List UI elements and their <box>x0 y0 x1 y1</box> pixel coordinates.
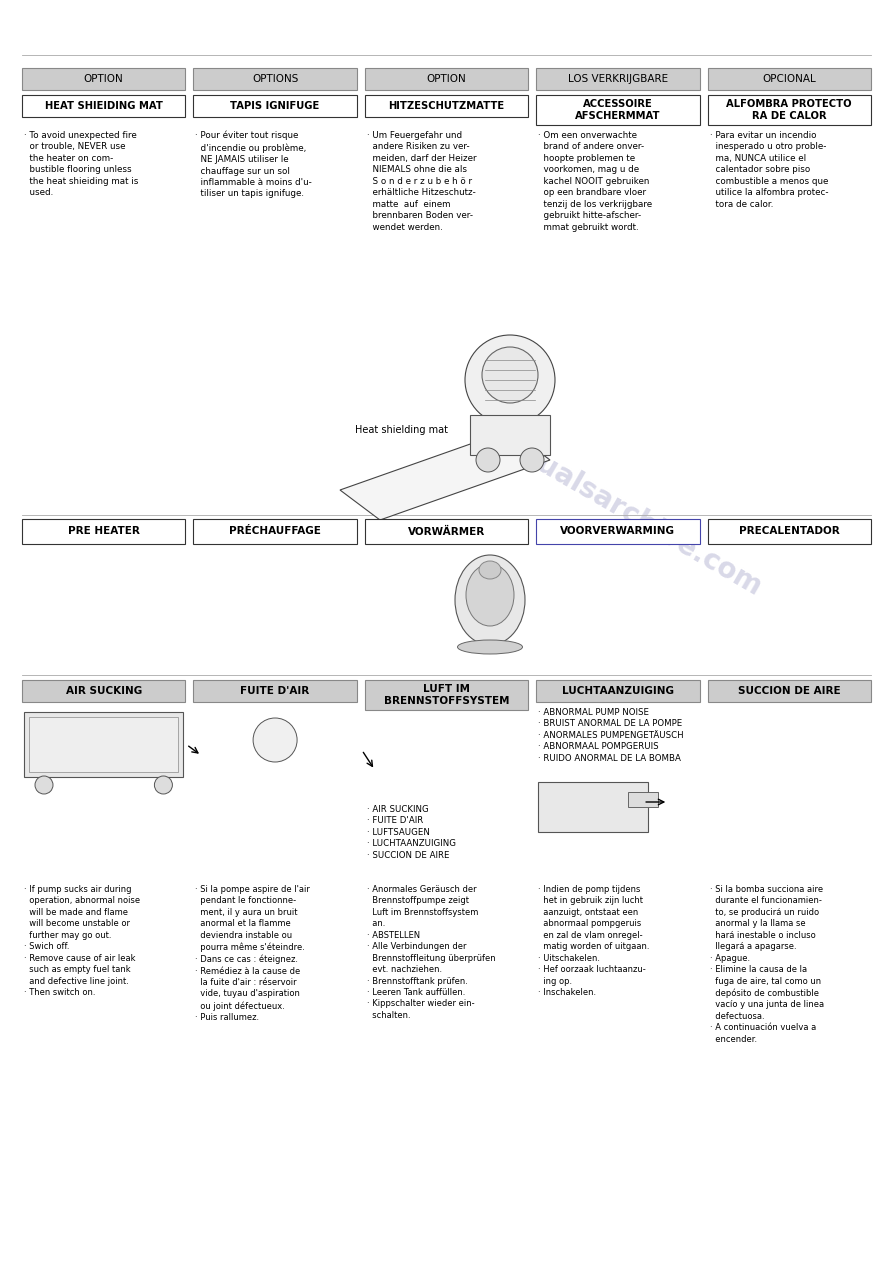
Text: LOS VERKRIJGBARE: LOS VERKRIJGBARE <box>568 75 668 85</box>
Bar <box>536 679 699 702</box>
Text: · ABNORMAL PUMP NOISE
· BRUIST ANORMAL DE LA POMPE
· ANORMALES PUMPENGETÄUSCH
· : · ABNORMAL PUMP NOISE · BRUIST ANORMAL D… <box>538 709 684 763</box>
Text: FUITE D'AIR: FUITE D'AIR <box>240 686 310 696</box>
Bar <box>628 792 658 807</box>
Text: manualsarchive.com: manualsarchive.com <box>473 417 767 602</box>
Text: OPCIONAL: OPCIONAL <box>763 75 816 85</box>
Text: VORWÄRMER: VORWÄRMER <box>408 527 485 537</box>
Text: · Si la pompe aspire de l'air
  pendant le fonctionne-
  ment, il y aura un brui: · Si la pompe aspire de l'air pendant le… <box>196 885 310 1022</box>
Bar <box>22 68 186 90</box>
Bar <box>194 679 357 702</box>
Bar <box>536 68 699 90</box>
Bar <box>707 679 871 702</box>
Bar <box>536 519 699 544</box>
Bar <box>470 416 550 455</box>
Text: AIR SUCKING: AIR SUCKING <box>65 686 142 696</box>
Text: · Pour éviter tout risque
  d'incendie ou problème,
  NE JAMAIS utiliser le
  ch: · Pour éviter tout risque d'incendie ou … <box>196 131 313 198</box>
Bar <box>365 679 528 710</box>
Bar <box>22 679 186 702</box>
Text: · Um Feuergefahr und
  andere Risiken zu ver-
  meiden, darf der Heizer
  NIEMAL: · Um Feuergefahr und andere Risiken zu v… <box>367 131 477 231</box>
Text: · To avoid unexpected fire
  or trouble, NEVER use
  the heater on com-
  bustib: · To avoid unexpected fire or trouble, N… <box>24 131 138 197</box>
Bar <box>536 95 699 125</box>
Text: PRE HEATER: PRE HEATER <box>68 527 139 537</box>
Ellipse shape <box>479 561 501 578</box>
Text: LUFT IM
BRENNSTOFFSYSTEM: LUFT IM BRENNSTOFFSYSTEM <box>384 685 509 706</box>
Circle shape <box>253 717 297 762</box>
Circle shape <box>476 448 500 472</box>
Ellipse shape <box>457 640 522 654</box>
Circle shape <box>465 335 555 426</box>
Bar <box>707 95 871 125</box>
Ellipse shape <box>455 554 525 645</box>
Text: · Anormales Geräusch der
  Brennstoffpumpe zeigt
  Luft im Brennstoffsystem
  an: · Anormales Geräusch der Brennstoffpumpe… <box>367 885 496 1021</box>
Text: OPTIONS: OPTIONS <box>252 75 298 85</box>
Bar <box>365 519 528 544</box>
Bar <box>538 782 648 832</box>
Bar <box>365 68 528 90</box>
Bar <box>194 95 357 117</box>
Text: PRÉCHAUFFAGE: PRÉCHAUFFAGE <box>230 527 321 537</box>
Bar <box>707 519 871 544</box>
Text: ACCESSOIRE
AFSCHERMMAT: ACCESSOIRE AFSCHERMMAT <box>575 100 661 121</box>
Bar <box>24 712 183 777</box>
Bar <box>194 68 357 90</box>
Bar <box>29 717 179 772</box>
Text: OPTION: OPTION <box>84 75 123 85</box>
Text: · Indien de pomp tijdens
  het in gebruik zijn lucht
  aanzuigt, ontstaat een
  : · Indien de pomp tijdens het in gebruik … <box>538 885 650 997</box>
Text: TAPIS IGNIFUGE: TAPIS IGNIFUGE <box>230 101 320 111</box>
Bar <box>22 95 186 117</box>
Bar <box>707 68 871 90</box>
Text: ALFOMBRA PROTECTO
RA DE CALOR: ALFOMBRA PROTECTO RA DE CALOR <box>727 100 852 121</box>
Text: PRECALENTADOR: PRECALENTADOR <box>739 527 839 537</box>
Circle shape <box>482 347 538 403</box>
Text: · Para evitar un incendio
  inesperado u otro proble-
  ma, NUNCA utilice el
  c: · Para evitar un incendio inesperado u o… <box>710 131 828 208</box>
Bar <box>194 519 357 544</box>
Text: OPTION: OPTION <box>427 75 466 85</box>
Text: HITZESCHUTZMATTE: HITZESCHUTZMATTE <box>388 101 505 111</box>
Text: HEAT SHIEIDING MAT: HEAT SHIEIDING MAT <box>45 101 163 111</box>
Circle shape <box>35 775 53 794</box>
Text: · Om een onverwachte
  brand of andere onver-
  hoopte problemen te
  voorkomen,: · Om een onverwachte brand of andere onv… <box>538 131 652 231</box>
Polygon shape <box>340 429 550 520</box>
Text: LUCHTAANZUIGING: LUCHTAANZUIGING <box>562 686 674 696</box>
Circle shape <box>520 448 544 472</box>
Text: Heat shielding mat: Heat shielding mat <box>355 426 448 434</box>
Ellipse shape <box>466 565 514 626</box>
Text: SUCCION DE AIRE: SUCCION DE AIRE <box>738 686 840 696</box>
Text: · AIR SUCKING
· FUITE D'AIR
· LUFTSAUGEN
· LUCHTAANZUIGING
· SUCCION DE AIRE: · AIR SUCKING · FUITE D'AIR · LUFTSAUGEN… <box>367 805 455 860</box>
Circle shape <box>154 775 172 794</box>
Bar <box>22 519 186 544</box>
Text: · If pump sucks air during
  operation, abnormal noise
  will be made and flame
: · If pump sucks air during operation, ab… <box>24 885 140 997</box>
Bar <box>365 95 528 117</box>
Text: VOORVERWARMING: VOORVERWARMING <box>561 527 675 537</box>
Text: · Si la bomba succiona aire
  durante el funcionamien-
  to, se producirá un rui: · Si la bomba succiona aire durante el f… <box>710 885 823 1043</box>
